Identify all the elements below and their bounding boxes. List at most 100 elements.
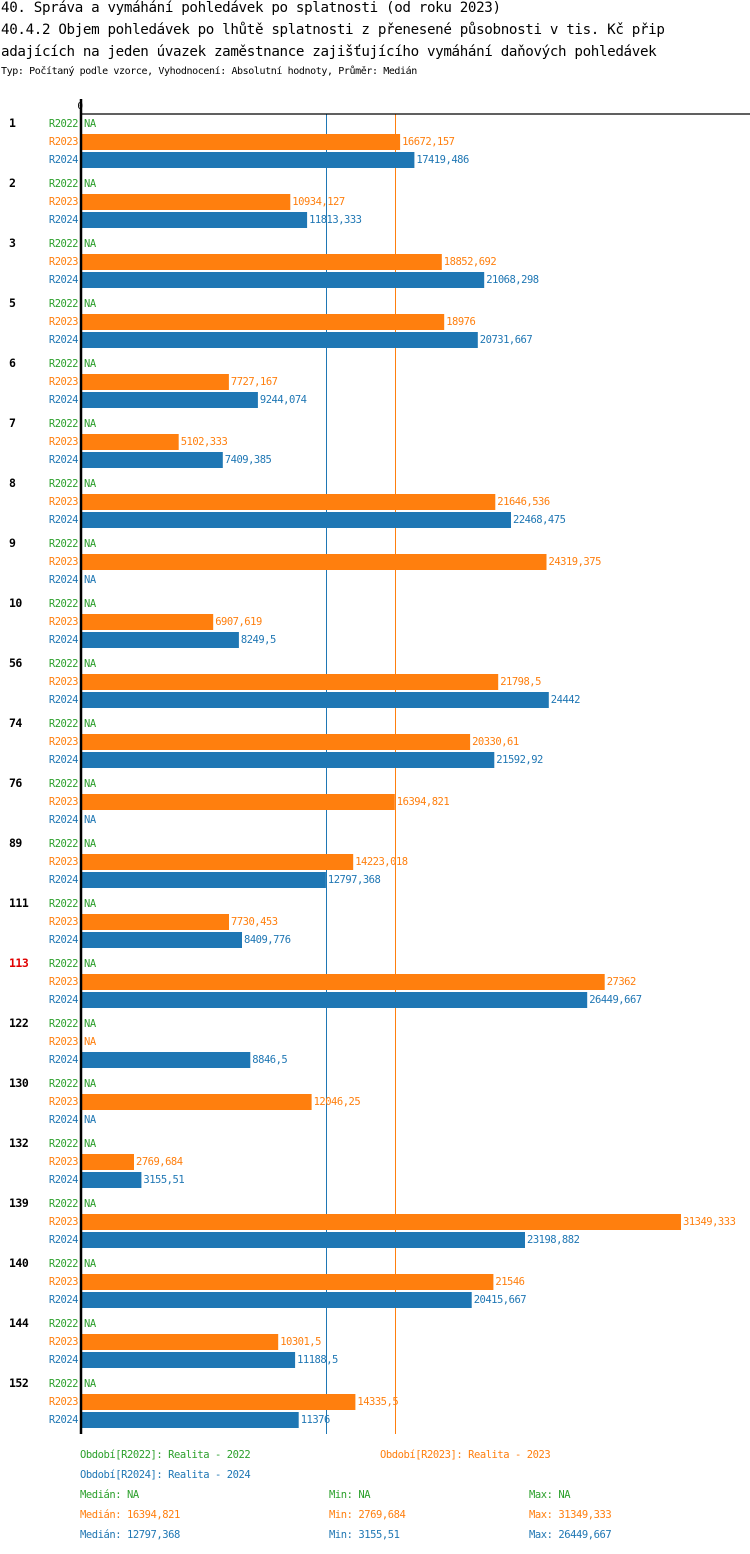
- series-label: R2024: [49, 1414, 78, 1426]
- series-label: R2022: [49, 1138, 78, 1150]
- series-label: R2023: [49, 1036, 78, 1048]
- bar-r2024: [81, 692, 549, 708]
- category-label: 140: [9, 1256, 29, 1270]
- series-label: R2024: [49, 754, 78, 766]
- category-label: 130: [9, 1076, 29, 1090]
- value-label: 11813,333: [309, 214, 362, 226]
- value-label-na: NA: [84, 1078, 97, 1090]
- value-label: 27362: [607, 976, 636, 988]
- value-label: 11376: [301, 1414, 330, 1426]
- series-label: R2023: [49, 856, 78, 868]
- series-label: R2022: [49, 358, 78, 370]
- legend-entry-r2023: Období[R2023]: Realita - 2023: [380, 1449, 551, 1461]
- bar-r2024: [81, 392, 258, 408]
- series-label: R2023: [49, 1276, 78, 1288]
- value-label: 20731,667: [480, 334, 533, 346]
- bar-r2023: [81, 554, 547, 570]
- value-label: 7730,453: [231, 916, 278, 928]
- series-label: R2024: [49, 1354, 78, 1366]
- series-label: R2024: [49, 1234, 78, 1246]
- chart-subtitle: Typ: Počítaný podle vzorce, Vyhodnocení:…: [1, 66, 417, 77]
- bar-r2024: [81, 1352, 296, 1368]
- stat-median-r2024: Medián: 12797,368: [80, 1529, 180, 1541]
- value-label: 26449,667: [589, 994, 642, 1006]
- value-label: 21546: [495, 1276, 524, 1288]
- series-label: R2023: [49, 1096, 78, 1108]
- legend-entry-r2024: Období[R2024]: Realita - 2024: [80, 1469, 251, 1481]
- series-label: R2022: [49, 538, 78, 550]
- value-label: 12797,368: [328, 874, 381, 886]
- stat-min-r2022: Min: NA: [329, 1489, 371, 1501]
- category-label: 113: [9, 956, 29, 970]
- bar-r2024: [81, 872, 326, 888]
- bar-r2024: [81, 152, 415, 168]
- series-label: R2023: [49, 376, 78, 388]
- series-label: R2023: [49, 256, 78, 268]
- bar-r2023: [81, 974, 605, 990]
- value-label: 9244,074: [260, 394, 307, 406]
- stat-max-r2024: Max: 26449,667: [529, 1529, 612, 1541]
- series-label: R2022: [49, 1378, 78, 1390]
- series-label: R2023: [49, 196, 78, 208]
- category-label: 152: [9, 1376, 28, 1390]
- category-label: 139: [9, 1196, 29, 1210]
- bar-r2024: [81, 272, 485, 288]
- series-label: R2022: [49, 898, 78, 910]
- value-label-na: NA: [84, 958, 97, 970]
- value-label-na: NA: [84, 1318, 97, 1330]
- value-label-na: NA: [84, 418, 97, 430]
- value-label: 11188,5: [297, 1354, 338, 1366]
- value-label-na: NA: [84, 1378, 97, 1390]
- value-label: 18976: [446, 316, 475, 328]
- series-label: R2024: [49, 994, 78, 1006]
- bar-r2023: [81, 374, 229, 390]
- value-label-na: NA: [84, 358, 97, 370]
- value-label-na: NA: [84, 538, 97, 550]
- value-label-na: NA: [84, 898, 97, 910]
- value-label-na: NA: [84, 838, 97, 850]
- series-label: R2022: [49, 178, 78, 190]
- value-label: 6907,619: [215, 616, 262, 628]
- value-label: 21068,298: [486, 274, 539, 286]
- bar-r2024: [81, 452, 223, 468]
- value-label-na: NA: [84, 1036, 97, 1048]
- series-label: R2024: [49, 214, 78, 226]
- bar-r2023: [81, 1154, 134, 1170]
- value-label: 31349,333: [683, 1216, 736, 1228]
- series-label: R2022: [49, 118, 78, 130]
- series-label: R2024: [49, 814, 78, 826]
- bar-r2023: [81, 254, 442, 270]
- bar-r2024: [81, 932, 242, 948]
- bar-r2023: [81, 734, 471, 750]
- series-label: R2023: [49, 496, 78, 508]
- series-label: R2023: [49, 556, 78, 568]
- bar-r2023: [81, 914, 229, 930]
- series-label: R2024: [49, 1174, 78, 1186]
- category-label: 122: [9, 1016, 28, 1030]
- value-label-na: NA: [84, 1114, 97, 1126]
- stat-max-r2023: Max: 31349,333: [529, 1509, 612, 1521]
- series-label: R2022: [49, 238, 78, 250]
- category-label: 3: [9, 236, 16, 250]
- value-label: 7409,385: [225, 454, 272, 466]
- value-label: 5102,333: [181, 436, 228, 448]
- series-label: R2024: [49, 634, 78, 646]
- series-label: R2022: [49, 838, 78, 850]
- series-label: R2022: [49, 1198, 78, 1210]
- value-label-na: NA: [84, 118, 97, 130]
- series-label: R2023: [49, 616, 78, 628]
- series-label: R2024: [49, 1294, 78, 1306]
- series-label: R2024: [49, 274, 78, 286]
- bar-r2024: [81, 1052, 251, 1068]
- value-label: 8249,5: [241, 634, 276, 646]
- value-label: 24442: [551, 694, 580, 706]
- category-label: 1: [9, 116, 16, 130]
- category-label: 56: [9, 656, 22, 670]
- value-label-na: NA: [84, 1018, 97, 1030]
- bar-r2023: [81, 194, 291, 210]
- stat-median-r2023: Medián: 16394,821: [80, 1509, 180, 1521]
- bar-r2023: [81, 1214, 681, 1230]
- value-label-na: NA: [84, 718, 97, 730]
- category-label: 2: [9, 176, 15, 190]
